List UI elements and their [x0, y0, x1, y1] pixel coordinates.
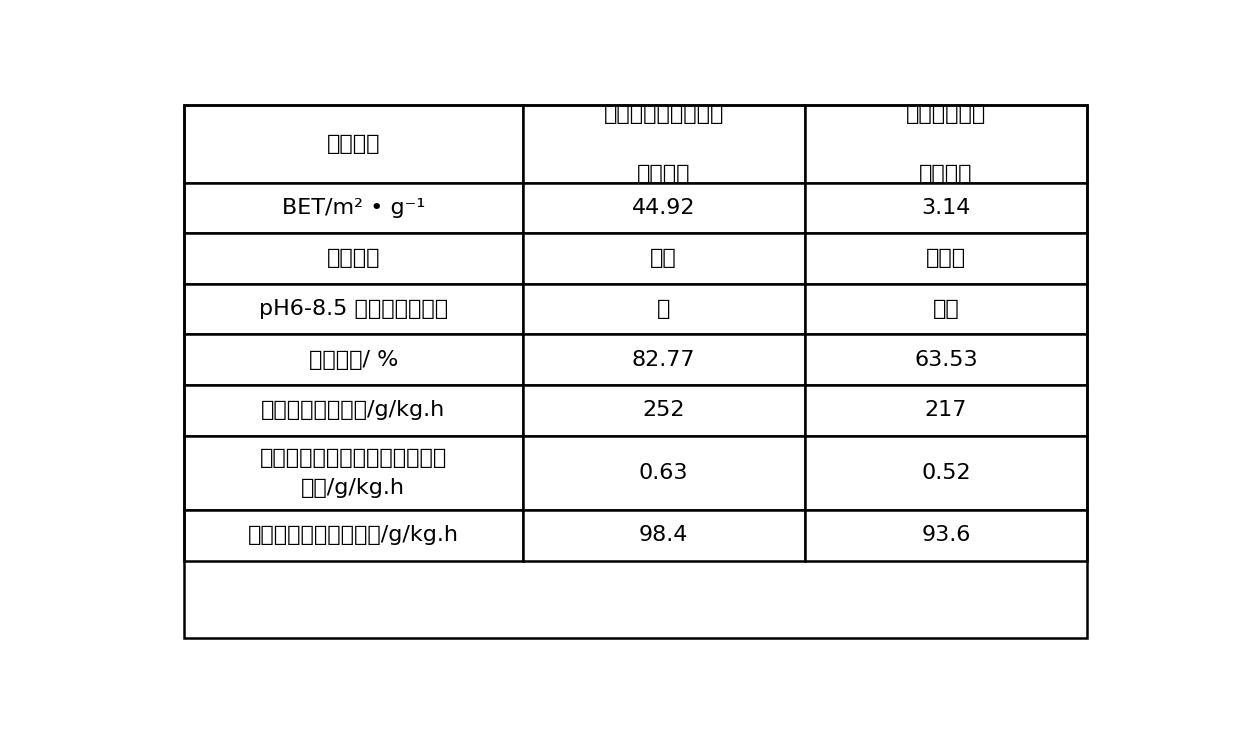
- Text: 硝基苯的催化比降解率/g/kg.h: 硝基苯的催化比降解率/g/kg.h: [248, 526, 459, 545]
- Text: 98.4: 98.4: [639, 526, 688, 545]
- Text: 常规化学合成

施氏矿物: 常规化学合成 施氏矿物: [906, 105, 986, 183]
- Bar: [184, 385, 522, 436]
- Text: 82.77: 82.77: [632, 350, 696, 369]
- Text: 砷吸附率/ %: 砷吸附率/ %: [309, 350, 398, 369]
- Bar: [805, 510, 1087, 561]
- Bar: [805, 233, 1087, 284]
- Text: 抗生素磺胺二甲基嘧啶催化比降
解率/g/kg.h: 抗生素磺胺二甲基嘧啶催化比降 解率/g/kg.h: [259, 448, 446, 498]
- Text: 性能对比: 性能对比: [326, 134, 379, 154]
- Text: 本发明所述方法合成

施氏矿物: 本发明所述方法合成 施氏矿物: [604, 105, 724, 183]
- Bar: [184, 284, 522, 334]
- Text: 93.6: 93.6: [921, 526, 971, 545]
- Text: 44.92: 44.92: [632, 198, 696, 218]
- Text: 63.53: 63.53: [914, 350, 978, 369]
- Bar: [805, 105, 1087, 183]
- Text: pH6-8.5 环境中的稳定性: pH6-8.5 环境中的稳定性: [259, 299, 448, 319]
- Text: 苯酚催化比降解率/g/kg.h: 苯酚催化比降解率/g/kg.h: [262, 400, 445, 420]
- Text: 稍好: 稍好: [932, 299, 960, 319]
- Bar: [522, 284, 805, 334]
- Bar: [522, 334, 805, 385]
- Text: BET/m² • g⁻¹: BET/m² • g⁻¹: [281, 198, 425, 218]
- Bar: [184, 183, 522, 233]
- Text: 孔隙结构: 孔隙结构: [326, 249, 379, 269]
- Bar: [805, 385, 1087, 436]
- Bar: [184, 334, 522, 385]
- Text: 3.14: 3.14: [921, 198, 971, 218]
- Text: 217: 217: [925, 400, 967, 420]
- Bar: [522, 436, 805, 510]
- Bar: [805, 334, 1087, 385]
- Text: 明显: 明显: [650, 249, 677, 269]
- Bar: [522, 183, 805, 233]
- Bar: [522, 105, 805, 183]
- Text: 好: 好: [657, 299, 671, 319]
- Bar: [805, 183, 1087, 233]
- Bar: [805, 284, 1087, 334]
- Bar: [522, 233, 805, 284]
- Text: 0.63: 0.63: [639, 463, 688, 483]
- Bar: [184, 233, 522, 284]
- Bar: [184, 510, 522, 561]
- Bar: [522, 385, 805, 436]
- Bar: [184, 436, 522, 510]
- Text: 252: 252: [642, 400, 684, 420]
- Text: 0.52: 0.52: [921, 463, 971, 483]
- Text: 不明显: 不明显: [926, 249, 966, 269]
- Bar: [805, 436, 1087, 510]
- Bar: [522, 510, 805, 561]
- Bar: [184, 105, 522, 183]
